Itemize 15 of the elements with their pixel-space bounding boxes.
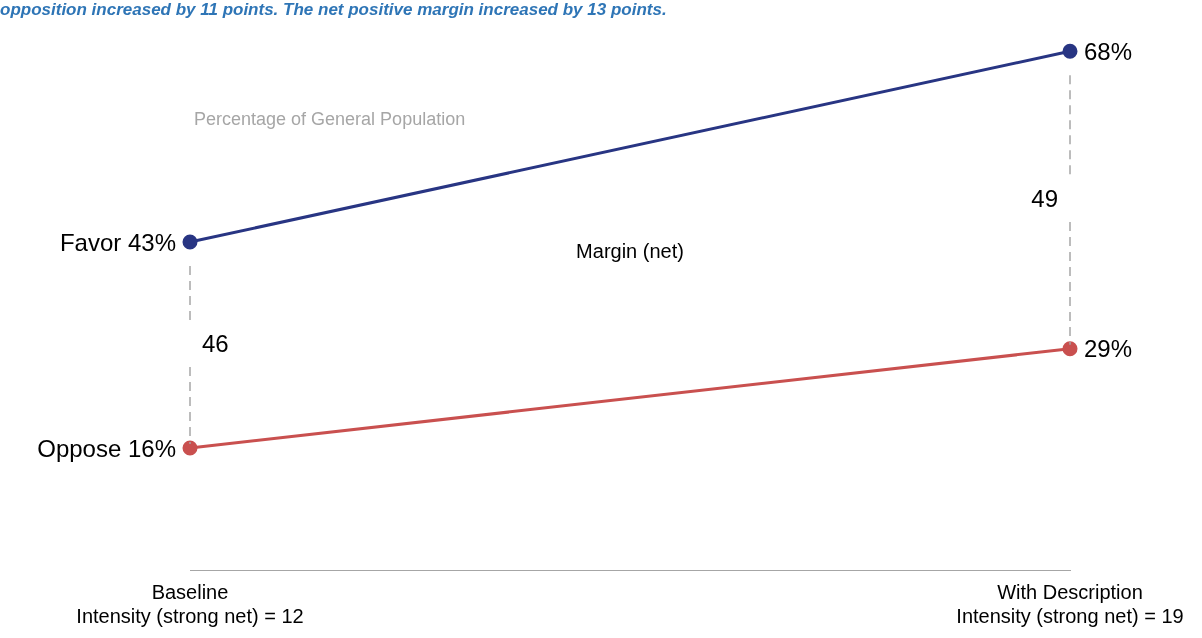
text: Favor 43% <box>59 228 176 256</box>
annotation: 49 <box>1031 184 1058 212</box>
data-label: 29% <box>1084 335 1133 363</box>
x-tick-label: Baseline Intensity (strong net) = 12 <box>76 580 304 627</box>
point <box>1062 43 1078 59</box>
annotation: Percentage of General Population <box>194 108 466 129</box>
point <box>182 234 198 250</box>
point <box>1062 341 1078 357</box>
annotation: 46 <box>202 329 229 357</box>
annotation: Margin (net) <box>576 239 684 262</box>
x-tick-label: With Description Intensity (strong net) = 19 <box>956 580 1184 627</box>
point <box>182 440 198 456</box>
data-label: 68% <box>1084 37 1133 65</box>
chart-subtitle: opposition increased by 11 points. The net positive margin increased by 13 points. <box>0 0 667 20</box>
text: Oppose 16% <box>37 434 176 462</box>
